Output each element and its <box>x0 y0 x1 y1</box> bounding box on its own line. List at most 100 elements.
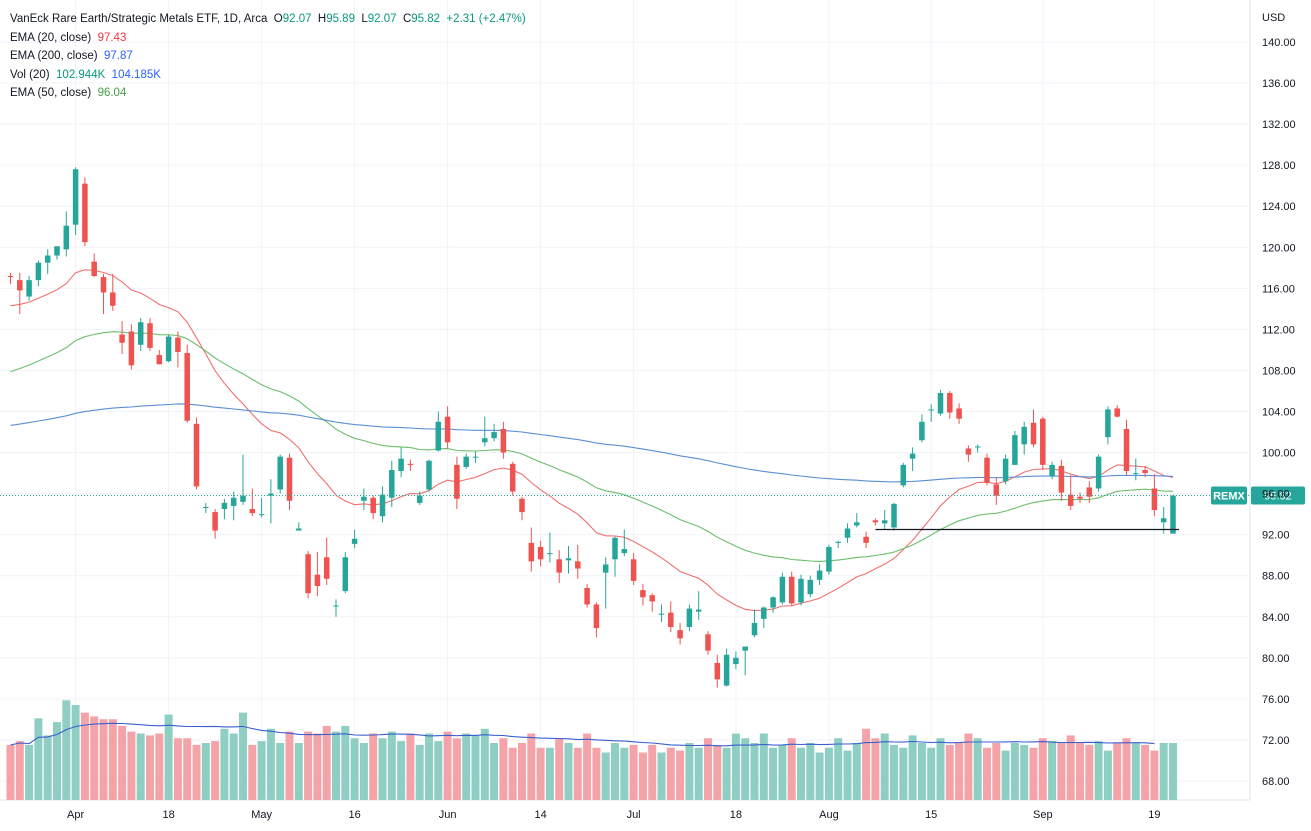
candle-body <box>575 561 581 569</box>
volume-bar <box>341 725 350 800</box>
candle-body <box>854 522 860 526</box>
candle-body <box>900 464 907 486</box>
volume-bar <box>387 731 396 800</box>
volume-bar <box>555 738 564 800</box>
volume-bar <box>601 752 610 800</box>
candle-body <box>110 292 116 306</box>
volume-bar <box>471 735 480 800</box>
candle-body <box>91 261 97 277</box>
close-label: C <box>402 13 412 25</box>
volume-bar <box>1076 743 1084 800</box>
volume-bar <box>359 743 368 800</box>
candle-body <box>54 246 60 256</box>
volume-bar <box>945 744 954 800</box>
volume-bar <box>499 738 508 800</box>
volume-bar <box>778 744 787 800</box>
volume-bar <box>1094 741 1103 800</box>
candle-body <box>416 495 423 503</box>
candle-body <box>156 355 163 365</box>
volume-bar <box>1159 743 1168 800</box>
candle-body <box>1114 408 1120 417</box>
candle-body <box>305 554 311 594</box>
candle-body <box>323 557 330 579</box>
volume-bar <box>936 738 945 800</box>
ema20-label: EMA (20, close) <box>10 31 92 44</box>
candle-body <box>937 393 944 414</box>
volume-bar <box>25 744 34 800</box>
candle-body <box>1058 465 1065 493</box>
volume-bar <box>1038 738 1047 800</box>
volume-bar <box>406 733 415 800</box>
volume-bar <box>136 733 145 800</box>
candle-body <box>63 225 70 250</box>
legend-symbol-row[interactable]: VanEck Rare Earth/Strategic Metals ETF, … <box>10 10 526 29</box>
candle-body <box>1170 495 1176 534</box>
volume-bar <box>99 719 108 800</box>
volume-bars <box>6 700 1177 800</box>
candle-body <box>44 255 51 263</box>
candle-body <box>342 557 349 592</box>
candle-body <box>444 416 451 443</box>
legend-ema20-row[interactable]: EMA (20, close) 97.43 <box>10 29 526 48</box>
symbol-title: VanEck Rare Earth/Strategic Metals ETF, … <box>10 13 268 25</box>
candle-body <box>974 446 981 448</box>
candle-body <box>761 607 767 619</box>
volume-bar <box>118 725 127 800</box>
candle-body <box>519 498 525 513</box>
vol-value: 102.944K <box>56 68 106 81</box>
volume-bar <box>1066 735 1075 800</box>
legend-ema50-row[interactable]: EMA (50, close) 96.04 <box>10 84 526 103</box>
volume-bar <box>871 738 880 800</box>
volume-bar <box>80 712 89 800</box>
volume-bar <box>276 743 285 800</box>
candle-body <box>556 559 562 573</box>
volume-bar <box>676 750 685 800</box>
volume-bar <box>620 747 629 800</box>
ema20-line <box>10 269 1174 612</box>
volume-bar <box>583 733 592 800</box>
volume-bar <box>452 738 461 800</box>
volume-bar <box>890 744 898 800</box>
candle-body <box>602 564 609 573</box>
currency-label: USD <box>1262 12 1285 24</box>
volume-bar <box>666 747 675 800</box>
candle-body <box>1160 518 1167 523</box>
candle-body <box>1040 418 1046 465</box>
candle-body <box>286 457 293 501</box>
open-value: 92.07 <box>282 13 312 25</box>
candle-body <box>1002 458 1009 482</box>
candle-body <box>835 541 841 543</box>
x-tick-label: 16 <box>348 809 360 821</box>
low-value: 92.07 <box>367 13 397 25</box>
volume-bar <box>332 731 340 800</box>
candle-body <box>668 612 674 628</box>
volume-bar <box>1169 743 1177 800</box>
candle-body <box>993 484 1000 496</box>
volume-bar <box>480 728 489 800</box>
candle-body <box>640 590 646 598</box>
volume-bar <box>1020 744 1029 800</box>
y-tick-label: 112.00 <box>1262 324 1295 336</box>
chart-overlays: REMX 95.82 <box>0 486 1305 531</box>
candle-body <box>863 536 869 543</box>
volume-bar <box>257 741 266 800</box>
price-axis[interactable]: 140.00 136.00 132.00 128.00 124.00 120.00 116.… <box>1262 12 1296 788</box>
legend-vol-row[interactable]: Vol (20) 102.944K 104.185K <box>10 66 526 85</box>
candle-body <box>1105 409 1111 438</box>
x-tick-label: 14 <box>534 809 546 821</box>
volume-bar <box>843 750 852 800</box>
volume-bar <box>527 733 536 800</box>
candle-body <box>1077 496 1083 499</box>
candle-body <box>612 537 618 560</box>
time-axis[interactable]: Apr 18 May 16 Jun 14 Jul 18 Aug 15 Sep 19 <box>67 809 1160 821</box>
volume-bar <box>266 728 275 800</box>
volume-bar <box>769 747 778 800</box>
candle-body <box>240 495 246 502</box>
open-label: O <box>273 13 283 25</box>
candle-body <box>584 588 590 605</box>
candle-body <box>1049 464 1055 477</box>
legend-ema200-row[interactable]: EMA (200, close) 97.87 <box>10 47 526 66</box>
volume-bar <box>229 733 238 800</box>
candle-body <box>816 570 823 580</box>
